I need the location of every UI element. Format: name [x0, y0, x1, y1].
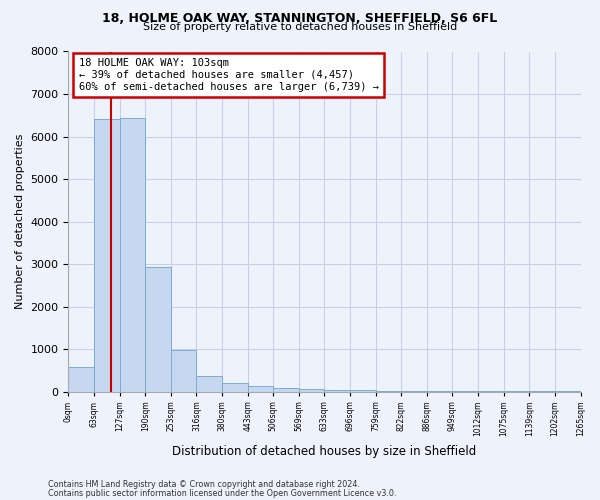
Bar	[222, 383, 248, 392]
Y-axis label: Number of detached properties: Number of detached properties	[15, 134, 25, 309]
Bar	[376, 390, 401, 392]
Bar	[145, 268, 171, 392]
Bar	[68, 368, 94, 392]
Bar	[196, 376, 222, 392]
Text: Contains public sector information licensed under the Open Government Licence v3: Contains public sector information licen…	[48, 488, 397, 498]
Bar	[94, 118, 119, 392]
Text: 18, HOLME OAK WAY, STANNINGTON, SHEFFIELD, S6 6FL: 18, HOLME OAK WAY, STANNINGTON, SHEFFIEL…	[103, 12, 497, 26]
Bar	[248, 386, 273, 392]
Bar	[273, 388, 299, 392]
Bar	[119, 118, 145, 392]
X-axis label: Distribution of detached houses by size in Sheffield: Distribution of detached houses by size …	[172, 444, 476, 458]
Bar	[401, 391, 427, 392]
Text: Size of property relative to detached houses in Sheffield: Size of property relative to detached ho…	[143, 22, 457, 32]
Text: 18 HOLME OAK WAY: 103sqm
← 39% of detached houses are smaller (4,457)
60% of sem: 18 HOLME OAK WAY: 103sqm ← 39% of detach…	[79, 58, 379, 92]
Text: Contains HM Land Registry data © Crown copyright and database right 2024.: Contains HM Land Registry data © Crown c…	[48, 480, 360, 489]
Bar	[299, 389, 325, 392]
Bar	[325, 390, 350, 392]
Bar	[350, 390, 376, 392]
Bar	[171, 350, 196, 392]
